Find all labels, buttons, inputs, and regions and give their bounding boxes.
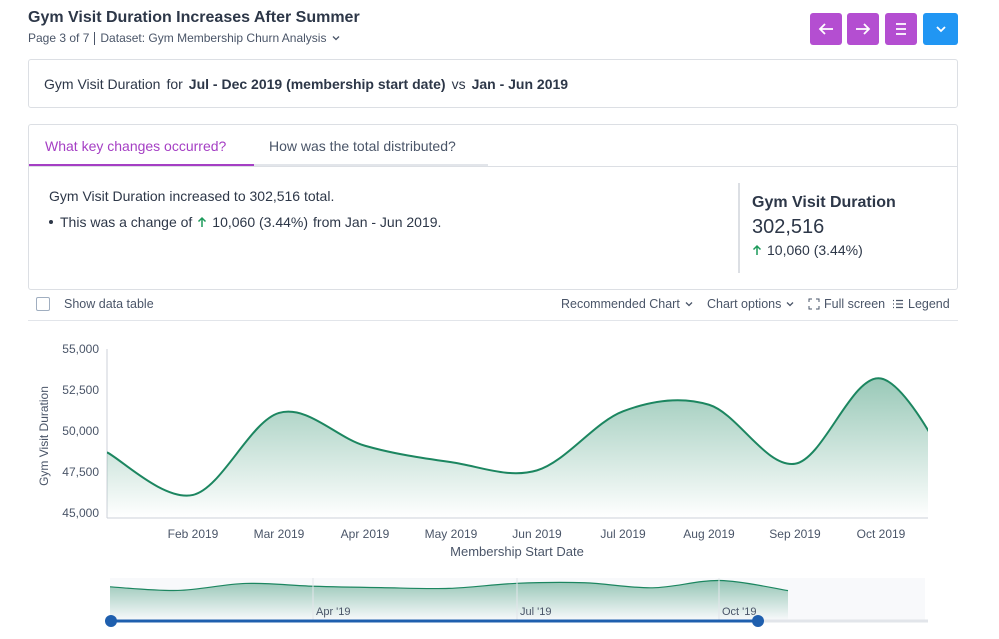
for-word: for [166,75,183,92]
kpi-change: 10,060 (3.44%) [752,242,863,258]
tab-divider [29,166,957,167]
dropdown-button[interactable] [923,13,958,45]
y-axis-title: Gym Visit Duration [37,386,51,486]
navigator-plot [110,579,789,620]
period: Jul - Dec 2019 (membership start date) [188,75,446,92]
y-tick-label: 50,000 [62,424,99,438]
change-suffix: from Jan - Jun 2019. [313,214,442,230]
y-tick-label: 45,000 [62,506,99,520]
metric: Gym Visit Duration [44,75,161,92]
toolbar-divider [28,320,958,321]
show-table-label: Show data table [64,297,154,311]
area [107,378,928,518]
tab-underline [29,164,254,166]
navigator-label: Jul '19 [520,606,551,618]
comparison-bar: Gym Visit Duration for Jul - Dec 2019 (m… [28,59,958,108]
kpi-title: Gym Visit Duration [752,194,896,211]
navigator-area [110,580,788,620]
separator [94,31,96,45]
legend-toggle[interactable]: Legend [892,297,950,311]
tab-active[interactable]: What key changes occurred? [45,138,227,154]
tab-underline [254,164,488,166]
up-arrow [198,216,207,227]
x-tick-label: Jun 2019 [512,527,562,541]
navigator-handle[interactable] [752,615,764,627]
tab[interactable]: How was the total distributed? [269,138,456,154]
page-title: Gym Visit Duration Increases After Summe… [28,9,360,26]
menu-button[interactable] [885,13,917,45]
dataset-selector[interactable]: Dataset: Gym Membership Churn Analysis [100,31,327,45]
label: Recommended Chart [561,297,680,311]
x-tick-label: Jul 2019 [600,527,646,541]
chart-options[interactable]: Chart options [707,297,795,311]
change-line: This was a change of 10,060 (3.44%) from… [49,214,441,230]
navigator-handle[interactable] [105,615,117,627]
label: Chart options [707,297,782,311]
change-prefix: This was a change of [60,214,193,230]
kpi-change-value: 10,060 (3.44%) [767,242,863,258]
kpi-value: 302,516 [752,216,825,238]
x-tick-label: Oct 2019 [857,527,906,541]
prev-button[interactable] [810,13,842,45]
x-tick-label: Aug 2019 [683,527,735,541]
vs-word: vs [451,75,466,92]
chart: Gym Visit Duration Membership Start Date… [37,342,928,627]
x-tick-label: May 2019 [425,527,478,541]
navigator-label: Oct '19 [722,606,757,618]
insight-card: What key changes occurred? How was the t… [28,124,958,290]
up-arrow [752,244,762,255]
baseline: Jan - Jun 2019 [471,75,569,92]
subtitle: Page 3 of 7 Dataset: Gym Membership Chur… [28,31,341,45]
bullet [49,220,53,224]
kpi-divider [738,183,740,273]
x-axis-title: Membership Start Date [450,544,584,559]
plot [107,377,928,518]
recommended-chart[interactable]: Recommended Chart [561,297,694,311]
chevron-icon [333,36,340,41]
x-tick-label: Sep 2019 [769,527,821,541]
checkbox[interactable] [36,297,50,311]
page-indicator: Page 3 of 7 [28,31,90,45]
x-tick-label: Mar 2019 [254,527,305,541]
line [107,377,928,497]
y-tick-label: 52,500 [62,383,99,397]
navigator-label: Apr '19 [316,606,351,618]
show-table-toggle[interactable]: Show data table [36,297,154,311]
summary: Gym Visit Duration increased to 302,516 … [49,188,335,204]
x-tick-label: Feb 2019 [168,527,219,541]
y-tick-label: 47,500 [62,465,99,479]
next-button[interactable] [847,13,879,45]
x-tick-label: Apr 2019 [341,527,390,541]
full-screen[interactable]: Full screen [808,297,885,311]
y-tick-label: 55,000 [62,342,99,356]
label: Full screen [824,297,886,311]
change-value: 10,060 (3.44%) [212,214,309,230]
label: Legend [908,297,950,311]
navigator-line [110,579,789,592]
